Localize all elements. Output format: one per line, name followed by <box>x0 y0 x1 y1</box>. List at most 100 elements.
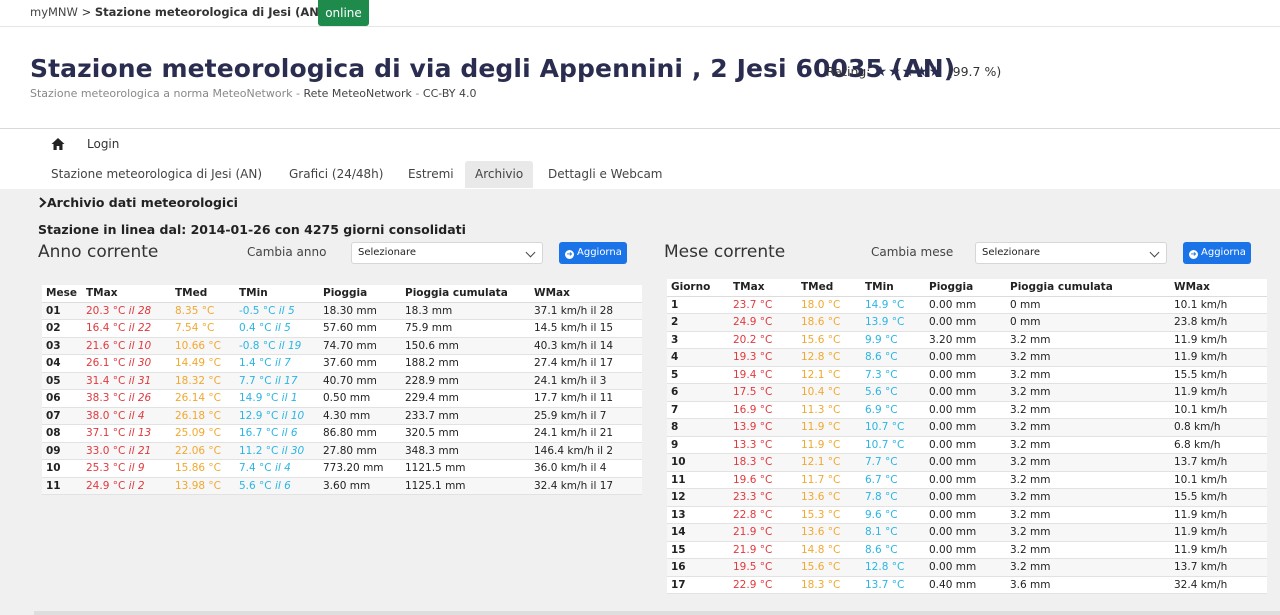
wind-max-cell: 36.0 km/h il 4 <box>530 459 642 478</box>
tab-charts[interactable]: Grafici (24/48h) <box>289 167 384 181</box>
table-row: 11 24.9 °C il 2 13.98 °C 5.6 °C il 6 3.60 mm… <box>42 477 642 495</box>
tmax-value: 31.4 °C <box>86 374 126 387</box>
home-icon[interactable] <box>50 136 66 152</box>
tmax-cell: 24.9 °C <box>729 313 797 332</box>
table-row: 06 38.3 °C il 26 26.14 °C 14.9 °C il 1 0.50 … <box>42 389 642 408</box>
rain-cell: 0.50 mm <box>319 389 401 408</box>
wind-max-cell: 27.4 km/h il 17 <box>530 354 642 373</box>
table-row: 8 13.9 °C 11.9 °C 10.7 °C 0.00 mm 3.2 mm 0.8 k… <box>667 418 1267 437</box>
chevron-down-icon <box>1149 247 1160 258</box>
breadcrumb-home-link[interactable]: myMNW <box>30 5 78 19</box>
month-update-button[interactable]: ➜ Aggiorna <box>1183 242 1251 264</box>
month-cell: 07 <box>42 407 82 425</box>
year-section-title: Anno corrente <box>38 242 159 262</box>
col-header: TMed <box>797 279 861 297</box>
day-cell: 13 <box>667 506 729 524</box>
table-row: 13 22.8 °C 15.3 °C 9.6 °C 0.00 mm 3.2 mm 11.9 … <box>667 506 1267 524</box>
tmed-cell: 8.35 °C <box>171 302 235 320</box>
rain-cell: 0.00 mm <box>925 313 1006 332</box>
tmed-cell: 14.8 °C <box>797 541 861 559</box>
table-row: 15 21.9 °C 14.8 °C 8.6 °C 0.00 mm 3.2 mm 11.9 … <box>667 541 1267 559</box>
month-table: Giorno TMax TMed TMin Pioggia Pioggia cu… <box>667 279 1267 594</box>
tmax-cell: 22.9 °C <box>729 576 797 594</box>
tmin-cell: -0.8 °C il 19 <box>235 337 319 355</box>
table-row: 4 19.3 °C 12.8 °C 8.6 °C 0.00 mm 3.2 mm 11.9 k… <box>667 348 1267 367</box>
tmin-day: il 17 <box>274 374 298 387</box>
rain-cumulative-cell: 3.2 mm <box>1006 453 1170 472</box>
month-select[interactable]: Selezionare <box>975 242 1167 264</box>
license-link[interactable]: CC-BY 4.0 <box>422 87 477 100</box>
subtitle-separator: - <box>292 87 304 100</box>
table-row: 10 25.3 °C il 9 15.86 °C 7.4 °C il 4 773.20 … <box>42 459 642 478</box>
tmax-day: il 30 <box>128 357 152 370</box>
col-header: Mese <box>42 285 82 303</box>
tmin-cell: 8.6 °C <box>861 348 925 367</box>
day-cell: 12 <box>667 488 729 507</box>
table-row: 03 21.6 °C il 10 10.66 °C -0.8 °C il 19 74.7… <box>42 337 642 355</box>
rain-cumulative-cell: 3.2 mm <box>1006 331 1170 349</box>
year-select[interactable]: Selezionare <box>351 242 543 264</box>
wind-max-cell: 11.9 km/h <box>1170 331 1267 349</box>
tab-station[interactable]: Stazione meteorologica di Jesi (AN) <box>51 167 262 181</box>
login-link[interactable]: Login <box>87 137 120 151</box>
tab-details-webcam[interactable]: Dettagli e Webcam <box>548 167 663 181</box>
tmed-cell: 26.14 °C <box>171 389 235 408</box>
rain-cumulative-cell: 228.9 mm <box>401 372 530 390</box>
month-cell: 08 <box>42 424 82 443</box>
tmed-cell: 11.7 °C <box>797 471 861 489</box>
tmin-cell: 7.7 °C <box>861 453 925 472</box>
wind-max-cell: 13.7 km/h <box>1170 453 1267 472</box>
tmax-value: 26.1 °C <box>86 357 126 370</box>
arrow-right-circle-icon: ➜ <box>565 250 574 259</box>
tmin-cell: 13.7 °C <box>861 576 925 594</box>
tmin-day: il 1 <box>281 392 298 405</box>
tmin-day: il 7 <box>274 357 291 370</box>
year-table: Mese TMax TMed TMin Pioggia Pioggia cumu… <box>42 285 642 495</box>
station-header: Stazione meteorologica di via degli Appe… <box>0 28 1280 129</box>
wind-max-cell: 32.4 km/h il 17 <box>530 477 642 495</box>
tmin-value: 16.7 °C <box>239 427 279 440</box>
network-link[interactable]: Rete MeteoNetwork <box>303 87 412 100</box>
day-cell: 17 <box>667 576 729 594</box>
subtitle-text: Stazione meteorologica a norma MeteoNetw… <box>30 87 293 100</box>
tmax-cell: 13.9 °C <box>729 418 797 437</box>
table-row: 9 13.3 °C 11.9 °C 10.7 °C 0.00 mm 3.2 mm 6.8 k… <box>667 436 1267 454</box>
tmin-value: 7.4 °C <box>239 462 272 475</box>
year-update-button[interactable]: ➜ Aggiorna <box>559 242 627 264</box>
rain-cell: 0.00 mm <box>925 471 1006 489</box>
tmed-cell: 7.54 °C <box>171 319 235 338</box>
tmax-cell: 19.6 °C <box>729 471 797 489</box>
archive-content: Archivio dati meteorologici Stazione in … <box>0 189 1280 615</box>
col-header: Pioggia <box>925 279 1006 297</box>
tab-extremes[interactable]: Estremi <box>408 167 454 181</box>
wind-max-cell: 15.5 km/h <box>1170 366 1267 384</box>
rain-cumulative-cell: 3.2 mm <box>1006 541 1170 559</box>
tmin-value: -0.8 °C <box>239 339 276 352</box>
content-bottom-border <box>34 611 1280 615</box>
rain-cumulative-cell: 75.9 mm <box>401 319 530 338</box>
tmax-day: il 10 <box>128 339 152 352</box>
tmed-cell: 18.6 °C <box>797 313 861 332</box>
month-cell: 05 <box>42 372 82 390</box>
tmax-cell: 38.3 °C il 26 <box>82 389 171 408</box>
tmax-day: il 2 <box>128 479 145 492</box>
wind-max-cell: 11.9 km/h <box>1170 523 1267 542</box>
rain-cumulative-cell: 3.2 mm <box>1006 471 1170 489</box>
tmin-day: il 5 <box>274 322 291 335</box>
breadcrumb-current[interactable]: Stazione meteorologica di Jesi (AN) <box>94 5 325 19</box>
table-row: 01 20.3 °C il 28 8.35 °C -0.5 °C il 5 18.30 … <box>42 302 642 320</box>
tmax-cell: 13.3 °C <box>729 436 797 454</box>
tab-archive[interactable]: Archivio <box>465 161 534 188</box>
wind-max-cell: 24.1 km/h il 3 <box>530 372 642 390</box>
month-cell: 06 <box>42 389 82 408</box>
tmax-day: il 21 <box>128 444 152 457</box>
rain-cumulative-cell: 150.6 mm <box>401 337 530 355</box>
day-cell: 8 <box>667 418 729 437</box>
wind-max-cell: 11.9 km/h <box>1170 383 1267 402</box>
tmin-value: 14.9 °C <box>239 392 279 405</box>
month-cell: 03 <box>42 337 82 355</box>
tmin-cell: 12.8 °C <box>861 558 925 577</box>
tmax-day: il 4 <box>128 409 145 422</box>
archive-toggle-label: Archivio dati meteorologici <box>47 195 238 210</box>
archive-toggle[interactable]: Archivio dati meteorologici <box>38 195 238 210</box>
